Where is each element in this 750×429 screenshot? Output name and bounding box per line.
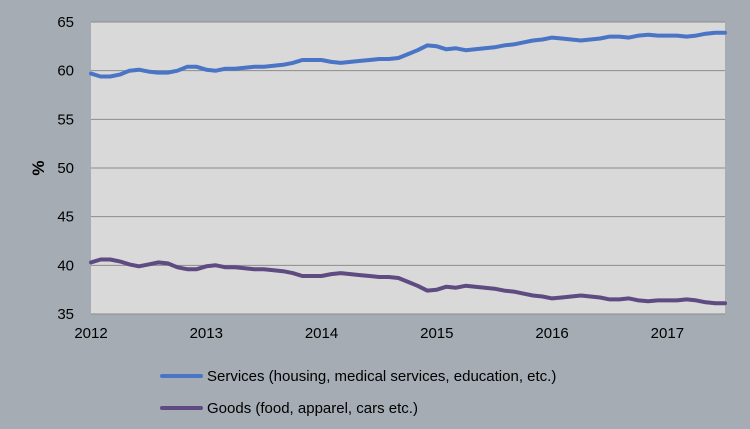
legend-label-services: Services (housing, medical services, edu… <box>207 367 557 385</box>
y-tick-label: 35 <box>57 306 74 323</box>
legend-label-goods: Goods (food, apparel, cars etc.) <box>207 399 418 417</box>
legend-item-goods: Goods (food, apparel, cars etc.) <box>160 392 556 424</box>
legend-item-services: Services (housing, medical services, edu… <box>160 360 556 392</box>
x-tick-label: 2016 <box>535 325 568 342</box>
y-tick-label: 65 <box>57 14 74 31</box>
series-line-goods <box>89 257 727 306</box>
y-tick-label: 60 <box>57 63 74 80</box>
x-axis-tick-labels: 2012 2013 2014 2015 2016 2017 <box>74 325 684 342</box>
y-tick-label: 50 <box>57 160 74 177</box>
x-tick-label: 2015 <box>420 325 453 342</box>
series-line-services <box>89 30 727 79</box>
series-lines <box>89 30 727 306</box>
y-tick-label: 55 <box>57 111 74 128</box>
y-axis-title: % <box>29 160 48 175</box>
x-tick-label: 2014 <box>305 325 338 342</box>
x-tick-label: 2013 <box>190 325 223 342</box>
y-tick-label: 40 <box>57 257 74 274</box>
legend-swatch-services <box>160 374 203 378</box>
y-axis-tick-labels: 35 40 45 50 55 60 65 <box>57 14 74 323</box>
x-tick-label: 2017 <box>651 325 684 342</box>
y-tick-label: 45 <box>57 209 74 226</box>
gridlines <box>91 21 725 315</box>
legend: Services (housing, medical services, edu… <box>160 360 556 424</box>
legend-swatch-goods <box>160 406 203 410</box>
x-tick-label: 2012 <box>74 325 107 342</box>
